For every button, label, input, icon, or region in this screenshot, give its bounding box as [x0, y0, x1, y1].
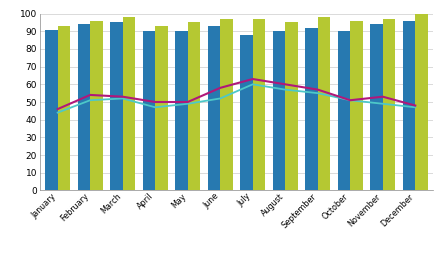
Bar — [188, 23, 200, 190]
Bar — [78, 24, 90, 190]
Bar — [285, 23, 297, 190]
Bar — [143, 31, 155, 190]
Bar — [240, 35, 253, 190]
Bar — [338, 31, 350, 190]
Bar — [350, 21, 362, 190]
Bar — [110, 23, 123, 190]
Bar — [403, 21, 415, 190]
Bar — [253, 19, 265, 190]
Bar — [155, 26, 168, 190]
Bar — [90, 21, 103, 190]
Bar — [175, 31, 188, 190]
Bar — [220, 19, 232, 190]
Bar — [273, 31, 285, 190]
Bar — [46, 30, 57, 190]
Bar — [318, 17, 330, 190]
Bar — [415, 14, 427, 190]
Bar — [208, 26, 220, 190]
Bar — [370, 24, 383, 190]
Bar — [57, 26, 70, 190]
Bar — [123, 17, 135, 190]
Bar — [383, 19, 395, 190]
Bar — [305, 28, 318, 190]
